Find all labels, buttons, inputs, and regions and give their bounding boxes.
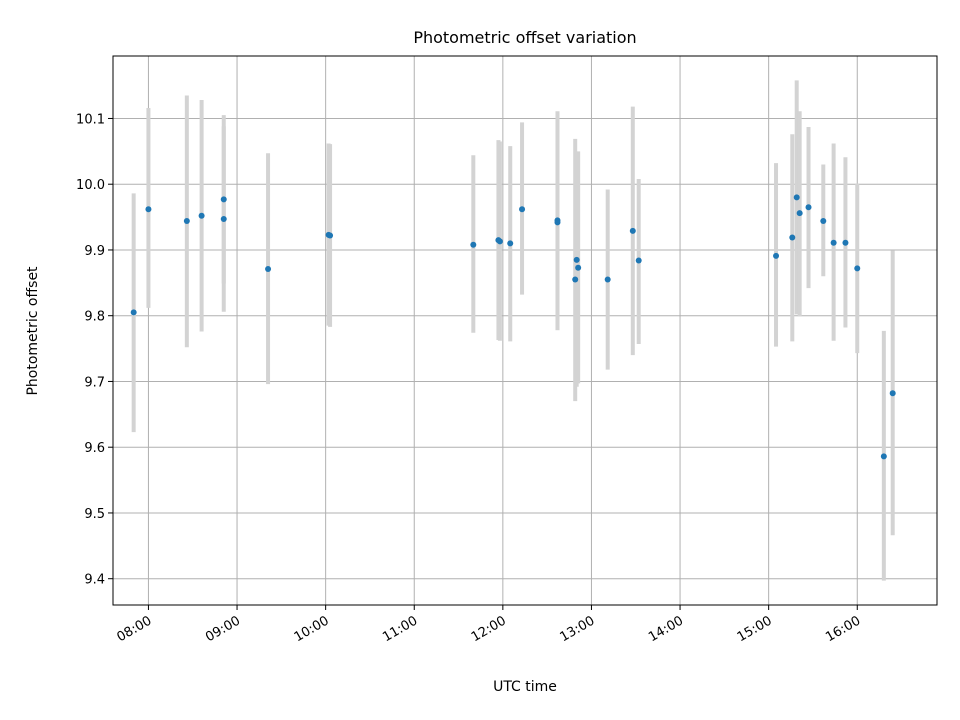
y-tick-label: 9.4	[84, 573, 105, 588]
data-point	[496, 238, 503, 245]
data-point	[842, 239, 849, 246]
data-point	[145, 206, 152, 213]
data-point	[265, 266, 272, 273]
data-point	[198, 212, 205, 219]
data-point	[830, 239, 837, 246]
data-point	[604, 276, 611, 283]
data-point	[507, 240, 514, 247]
plot-frame	[112, 55, 938, 606]
data-point	[220, 216, 227, 223]
data-point	[805, 204, 812, 211]
data-point	[796, 210, 803, 217]
y-tick-label: 10.0	[76, 178, 105, 193]
y-tick-label: 9.7	[84, 375, 105, 390]
y-tick-label: 9.9	[84, 244, 105, 259]
data-point	[854, 265, 861, 272]
data-point	[573, 256, 580, 263]
data-point	[629, 227, 636, 234]
y-axis-ticks: 9.4 9.5 9.6 9.7 9.8 9.9 10.0 10.1	[76, 112, 113, 588]
data-point	[773, 252, 780, 259]
data-point	[789, 234, 796, 241]
y-tick-label: 9.5	[84, 507, 105, 522]
data-point	[519, 206, 526, 213]
data-point	[470, 241, 477, 248]
data-points	[130, 194, 896, 460]
data-point	[793, 194, 800, 201]
y-tick-label: 9.8	[84, 310, 105, 325]
chart-title: Photometric offset variation	[413, 28, 636, 47]
data-point	[880, 453, 887, 460]
y-tick-label: 10.1	[76, 112, 105, 127]
data-point	[183, 218, 190, 225]
y-tick-label: 9.6	[84, 441, 105, 456]
data-point	[889, 390, 896, 397]
y-axis-label: Photometric offset	[25, 266, 41, 396]
data-point	[327, 232, 334, 239]
data-point	[572, 276, 579, 283]
data-point	[820, 218, 827, 225]
x-axis-label: UTC time	[493, 679, 557, 695]
data-point	[554, 219, 561, 226]
data-point	[130, 309, 137, 316]
data-point	[575, 264, 582, 271]
data-point	[635, 257, 642, 264]
data-point	[220, 196, 227, 203]
